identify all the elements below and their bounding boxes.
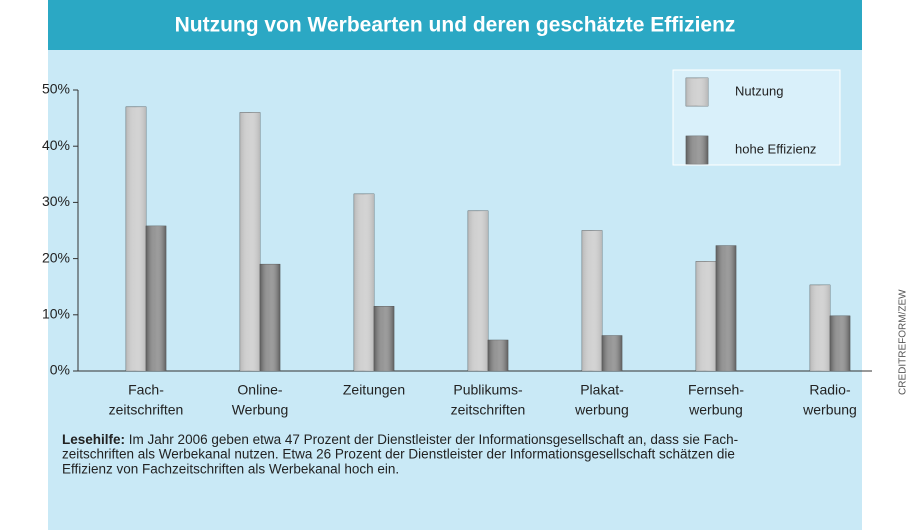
bar-shine bbox=[374, 306, 394, 371]
note-line: zeitschriften als Werbekanal nutzen. Etw… bbox=[62, 447, 735, 462]
source: CREDITREFORM/ZEW bbox=[898, 289, 909, 395]
bar-group bbox=[353, 193, 375, 372]
bar-shine bbox=[696, 261, 716, 371]
legend-label: hohe Effizienz bbox=[735, 141, 816, 156]
x-tick-label: Publikums- bbox=[453, 382, 523, 398]
bar-group bbox=[259, 263, 281, 372]
bar-group bbox=[829, 315, 851, 372]
bar-shine bbox=[582, 230, 602, 371]
bar-shine bbox=[146, 226, 166, 371]
x-tick-label: werbung bbox=[688, 402, 743, 418]
bar-shine bbox=[260, 264, 280, 371]
x-tick-label: Plakat- bbox=[580, 382, 624, 398]
bar-group bbox=[487, 339, 509, 372]
x-tick-label: Werbung bbox=[232, 402, 289, 418]
note-line: Im Jahr 2006 geben etwa 47 Prozent der D… bbox=[129, 432, 738, 447]
bar-shine bbox=[830, 315, 850, 371]
x-tick-label: werbung bbox=[574, 402, 629, 418]
bar-group bbox=[145, 225, 167, 372]
legend-swatch-shine bbox=[686, 78, 708, 106]
y-tick-label: 10% bbox=[42, 306, 70, 322]
bar-group bbox=[809, 284, 831, 372]
bar-group bbox=[467, 210, 489, 372]
note-line: Effizienz von Fachzeitschriften als Werb… bbox=[62, 462, 399, 477]
bar-shine bbox=[240, 112, 260, 371]
chart-title: Nutzung von Werbearten und deren geschät… bbox=[175, 14, 736, 37]
bar-group bbox=[715, 245, 737, 372]
bar-shine bbox=[126, 106, 146, 372]
x-tick-label: Radio- bbox=[809, 382, 851, 398]
note: Lesehilfe: Im Jahr 2006 geben etwa 47 Pr… bbox=[62, 432, 738, 447]
x-tick-label: zeitschriften bbox=[109, 402, 184, 418]
bar-shine bbox=[354, 193, 374, 371]
bar-shine bbox=[716, 245, 736, 371]
bar-shine bbox=[602, 335, 622, 371]
y-tick-label: 30% bbox=[42, 193, 70, 209]
x-tick-label: werbung bbox=[802, 402, 857, 418]
note-label: Lesehilfe: bbox=[62, 432, 125, 447]
y-tick-label: 0% bbox=[50, 362, 70, 378]
title-bar bbox=[48, 0, 862, 50]
y-tick-label: 50% bbox=[42, 81, 70, 97]
x-tick-label: zeitschriften bbox=[451, 402, 526, 418]
bar-group bbox=[695, 261, 717, 372]
x-tick-label: Fernseh- bbox=[688, 382, 744, 398]
legend-swatch-shine bbox=[686, 136, 708, 164]
bar-group bbox=[601, 335, 623, 372]
legend-label: Nutzung bbox=[735, 83, 783, 98]
y-tick-label: 40% bbox=[42, 137, 70, 153]
x-tick-label: Zeitungen bbox=[343, 382, 405, 398]
bar-shine bbox=[468, 210, 488, 371]
x-tick-label: Online- bbox=[237, 382, 282, 398]
bar-group bbox=[125, 106, 147, 372]
bar-shine bbox=[810, 285, 830, 371]
y-tick-label: 20% bbox=[42, 249, 70, 265]
bar-group bbox=[239, 112, 261, 372]
bar-group bbox=[581, 230, 603, 372]
bar-group bbox=[373, 306, 395, 372]
bar-shine bbox=[488, 340, 508, 371]
x-tick-label: Fach- bbox=[128, 382, 164, 398]
